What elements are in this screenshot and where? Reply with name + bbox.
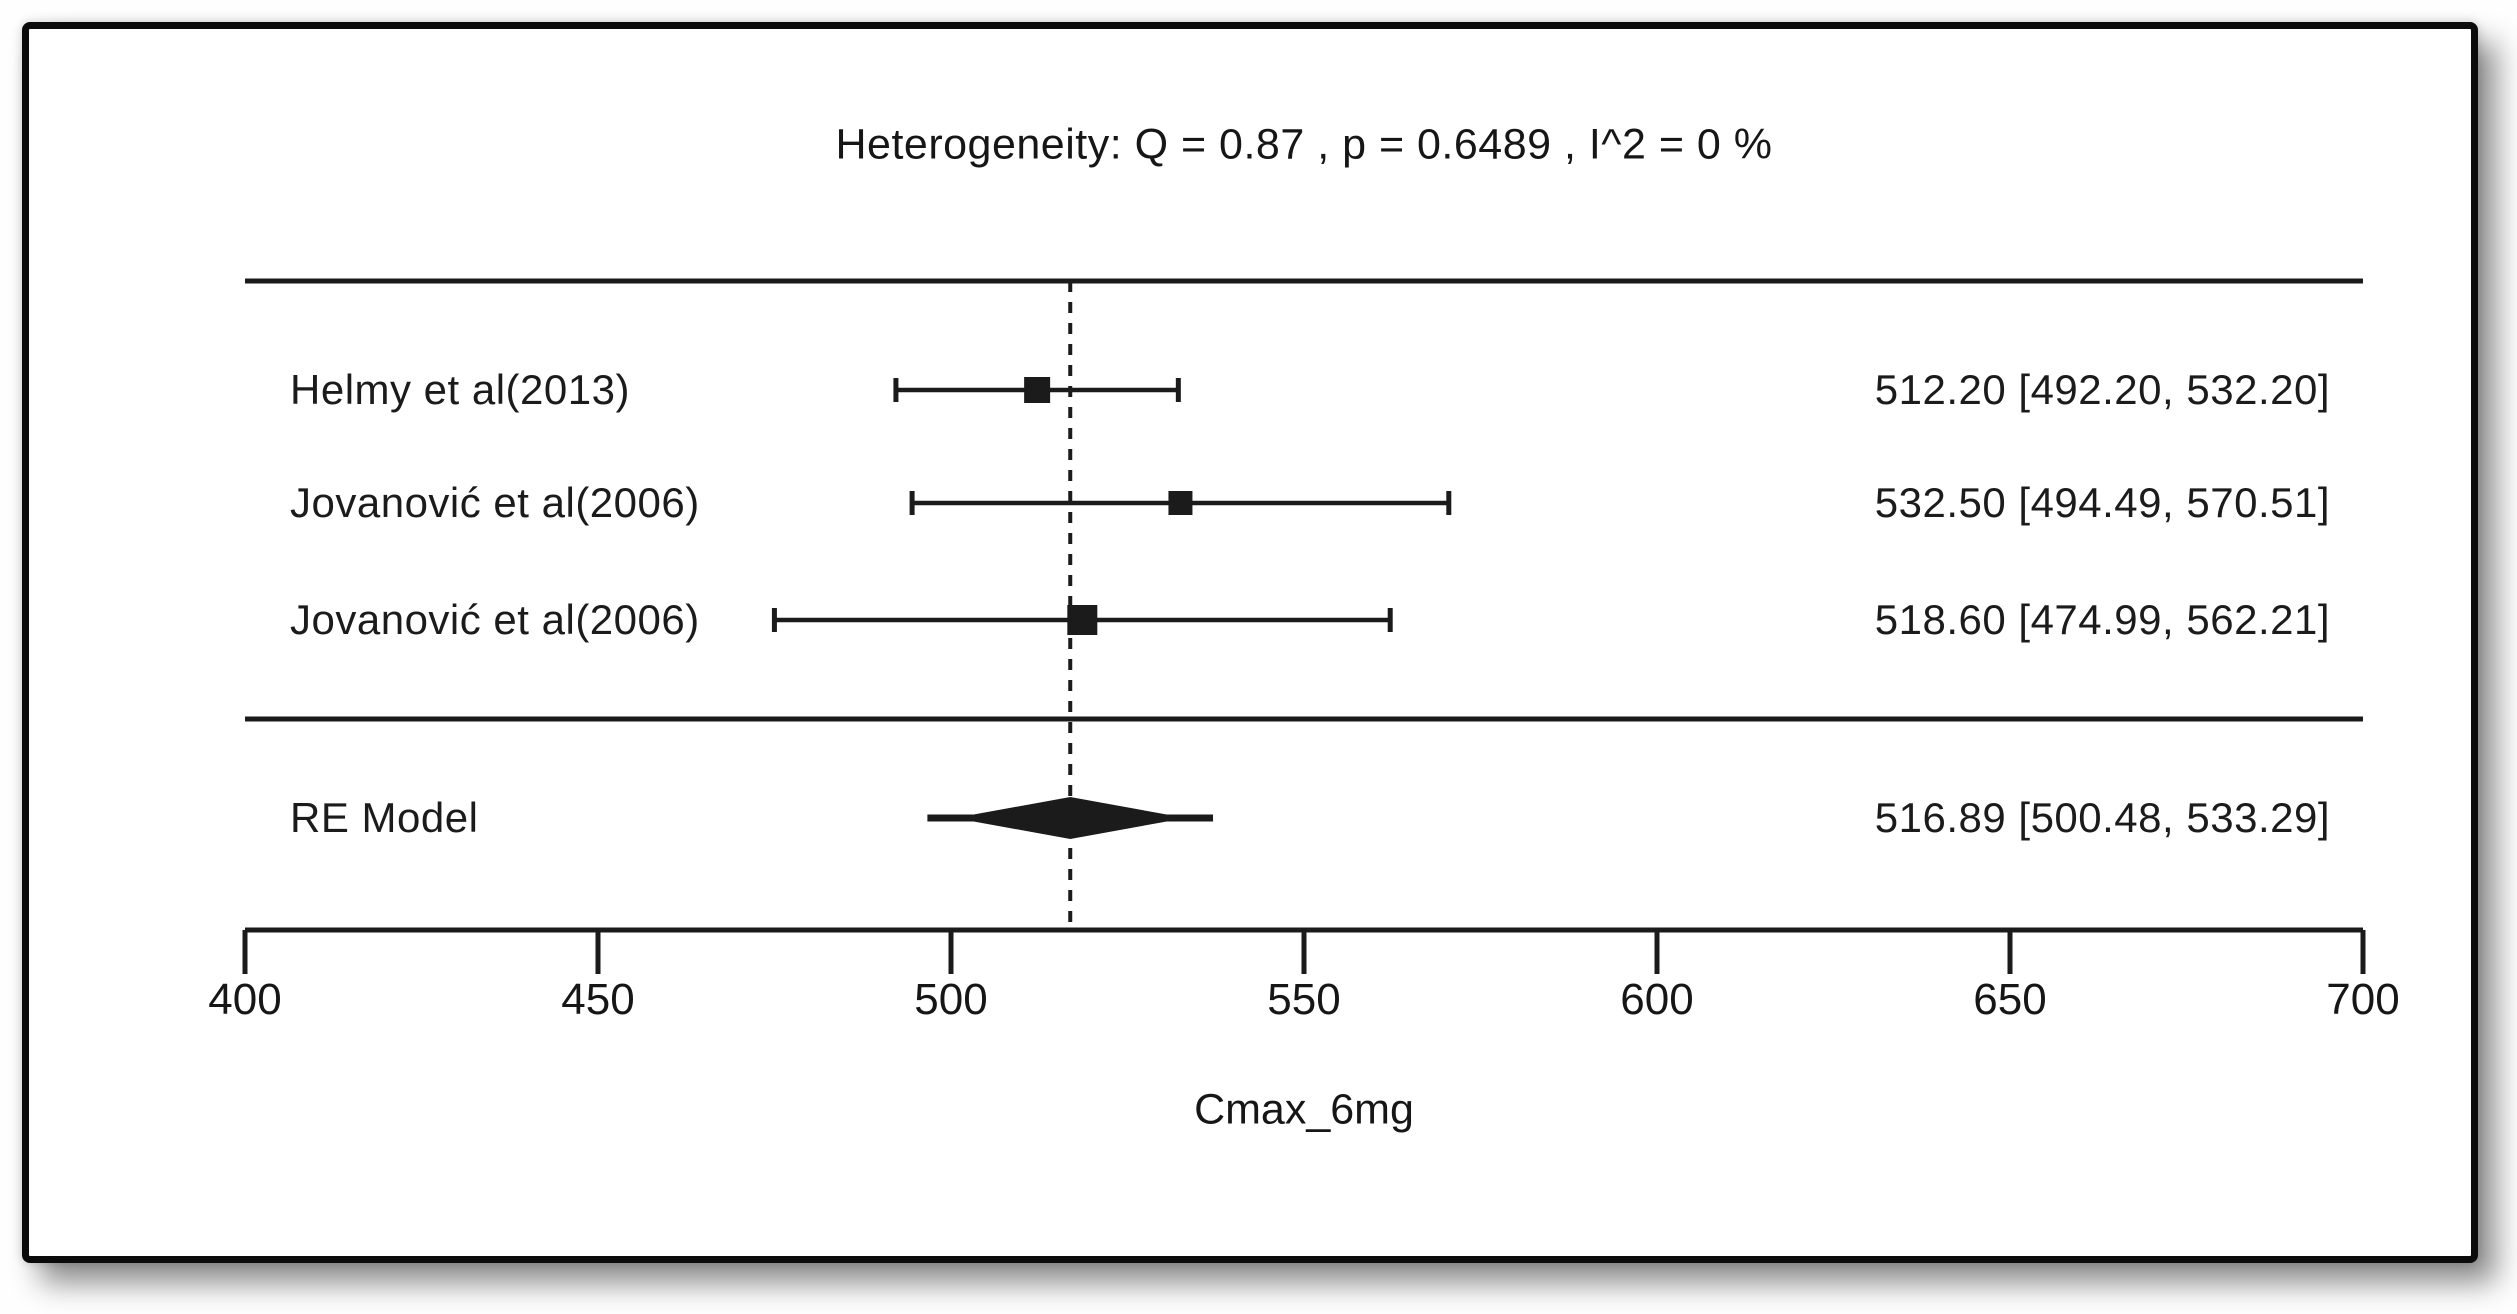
study-annotation: 512.20 [492.20, 532.20] xyxy=(1874,366,2330,413)
plot-frame: Heterogeneity: Q = 0.87 , p = 0.6489 , I… xyxy=(22,22,2478,1263)
axis-tick-label: 650 xyxy=(1973,975,2047,1024)
axis-tick-label: 400 xyxy=(208,975,282,1024)
estimate-square xyxy=(1024,377,1051,403)
study-row-label: Helmy et al(2013) xyxy=(290,366,630,413)
axis-tick-label: 600 xyxy=(1620,975,1694,1024)
study-annotation: 518.60 [474.99, 562.21] xyxy=(1874,596,2330,643)
x-axis-label: Cmax_6mg xyxy=(1194,1085,1414,1134)
plot-graphics xyxy=(242,278,2366,974)
axis-tick-label: 700 xyxy=(2326,975,2400,1024)
summary-diamond xyxy=(954,797,1187,839)
axis-tick-label: 450 xyxy=(561,975,635,1024)
summary-label: RE Model xyxy=(290,794,479,841)
heterogeneity-heading: Heterogeneity: Q = 0.87 , p = 0.6489 , I… xyxy=(835,120,1773,169)
summary-annotation: 516.89 [500.48, 533.29] xyxy=(1874,794,2330,841)
forest-plot: Heterogeneity: Q = 0.87 , p = 0.6489 , I… xyxy=(29,29,2471,1256)
study-row-label: Jovanović et al(2006) xyxy=(290,596,700,643)
axis-tick-label: 550 xyxy=(1267,975,1341,1024)
study-annotation: 532.50 [494.49, 570.51] xyxy=(1874,479,2330,526)
estimate-square xyxy=(1168,491,1193,515)
study-row-label: Jovanović et al(2006) xyxy=(290,479,700,526)
estimate-square xyxy=(1067,605,1098,635)
axis-tick-label: 500 xyxy=(914,975,988,1024)
